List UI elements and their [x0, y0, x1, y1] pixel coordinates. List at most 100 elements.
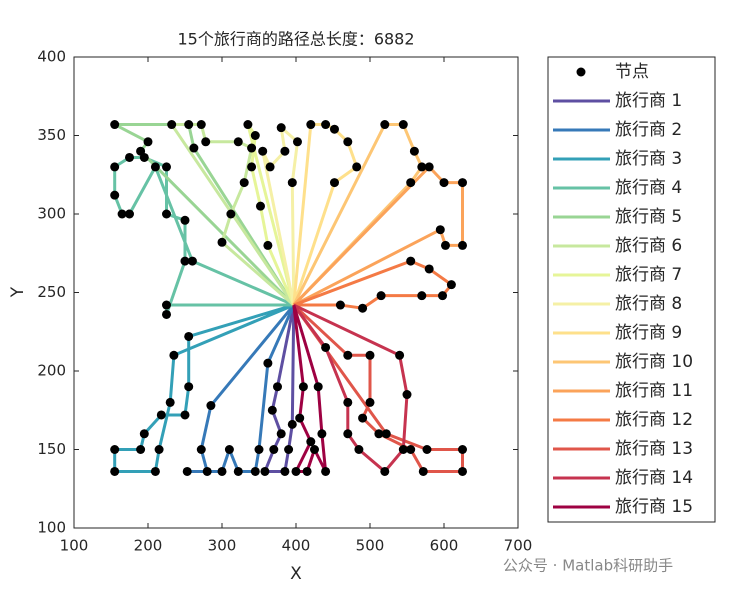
node-point	[358, 303, 368, 313]
node-point	[154, 445, 164, 454]
node-point	[321, 466, 331, 476]
legend-label: 节点	[615, 62, 649, 82]
legend-label: 旅行商 2	[615, 120, 682, 140]
node-point	[417, 291, 427, 301]
node-point	[255, 201, 265, 211]
node-point	[343, 350, 353, 360]
node-point	[380, 120, 390, 130]
x-axis-label: X	[290, 564, 302, 584]
node-point	[439, 178, 449, 188]
node-point	[239, 178, 249, 188]
x-tick-label: 700	[504, 537, 533, 555]
legend-label: 旅行商 10	[615, 352, 693, 372]
node-point	[446, 280, 456, 290]
legend-box	[547, 56, 716, 523]
legend-label: 旅行商 15	[615, 497, 693, 517]
y-tick-label: 200	[37, 362, 66, 380]
node-point	[365, 397, 375, 407]
node-point	[273, 382, 282, 392]
node-point	[184, 120, 194, 130]
node-point	[201, 137, 211, 147]
node-point	[295, 413, 305, 423]
node-point	[254, 445, 264, 454]
node-point	[226, 209, 236, 219]
node-point	[202, 466, 212, 476]
legend-label: 旅行商 1	[615, 91, 682, 111]
node-point	[380, 466, 390, 476]
node-point	[150, 466, 160, 476]
node-point	[343, 397, 353, 407]
legend-label: 旅行商 11	[615, 381, 693, 401]
route-line	[292, 303, 409, 473]
node-point	[358, 413, 368, 423]
node-point	[276, 429, 286, 439]
node-point	[306, 120, 316, 130]
node-point	[233, 137, 243, 147]
node-point	[418, 466, 428, 476]
x-tick-label: 500	[356, 537, 385, 555]
node-point	[162, 209, 171, 219]
node-point	[165, 397, 175, 407]
node-point	[329, 178, 339, 188]
node-point	[182, 466, 192, 476]
node-point	[352, 162, 362, 172]
node-point	[217, 237, 227, 247]
node-point	[422, 445, 432, 454]
node-point	[187, 256, 197, 266]
x-tick-label: 400	[282, 537, 311, 555]
node-point	[298, 382, 308, 392]
node-point	[110, 445, 120, 454]
node-point	[217, 466, 227, 476]
node-point	[258, 146, 268, 156]
node-point	[381, 429, 391, 439]
node-point	[287, 419, 297, 429]
node-point	[313, 382, 323, 392]
node-point	[139, 429, 149, 439]
node-point	[280, 466, 290, 476]
node-point	[180, 215, 190, 225]
node-point	[376, 291, 386, 301]
node-point	[458, 178, 467, 188]
node-point	[406, 256, 416, 266]
node-point	[291, 466, 301, 476]
y-tick-label: 400	[37, 48, 66, 66]
node-point	[343, 137, 353, 147]
legend-label: 旅行商 7	[615, 265, 682, 285]
route-line	[263, 304, 296, 473]
legend-label: 旅行商 3	[615, 149, 682, 169]
node-point	[233, 466, 243, 476]
node-point	[402, 390, 412, 400]
legend-marker	[576, 67, 586, 77]
legend-label: 旅行商 12	[615, 410, 693, 430]
watermark: 公众号 · Matlab科研助手	[503, 557, 673, 575]
node-point	[292, 137, 302, 147]
node-point	[184, 382, 194, 392]
route-line	[113, 155, 295, 316]
node-point	[247, 143, 257, 153]
node-point	[250, 466, 260, 476]
node-point	[263, 358, 273, 368]
node-point	[143, 137, 153, 147]
node-point	[302, 466, 312, 476]
node-point	[206, 401, 216, 411]
node-point	[395, 350, 405, 360]
node-point	[263, 240, 273, 250]
node-point	[180, 256, 190, 266]
node-point	[424, 264, 434, 274]
legend-label: 旅行商 4	[615, 178, 682, 198]
node-point	[406, 178, 416, 188]
node-point	[110, 162, 120, 172]
node-point	[398, 445, 408, 454]
node-point	[365, 350, 375, 360]
y-tick-label: 100	[37, 519, 66, 537]
node-point	[458, 240, 467, 250]
y-axis-label: Y	[8, 286, 28, 298]
node-point	[458, 466, 467, 476]
node-point	[329, 124, 339, 134]
node-point	[440, 240, 450, 250]
node-point	[354, 445, 364, 454]
node-point	[343, 429, 353, 439]
node-point	[406, 445, 416, 454]
node-point	[267, 405, 277, 415]
